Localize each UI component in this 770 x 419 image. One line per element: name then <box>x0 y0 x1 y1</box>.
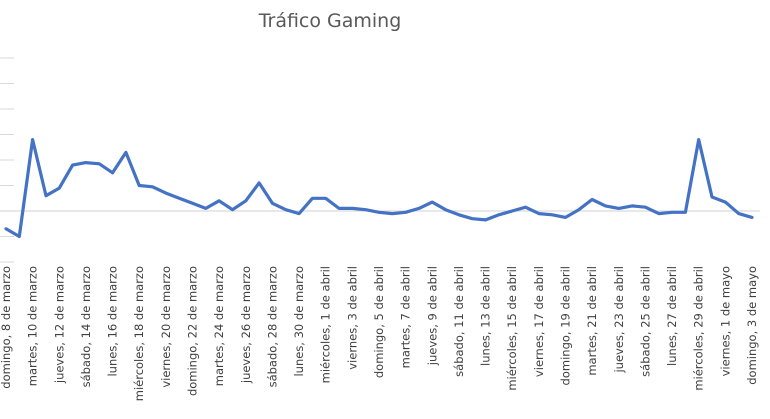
x-tick-label: martes, 7 de abril <box>399 266 413 368</box>
x-tick-label: miércoles, 15 de abril <box>505 266 519 391</box>
x-axis-tick-labels: domingo, 8 de marzo martes, 10 de marzo ju… <box>0 266 759 401</box>
x-tick-label: miércoles, 1 de abril <box>319 266 333 383</box>
chart-title: Tráfico Gaming <box>258 10 402 32</box>
x-tick-label: domingo, 3 de mayo <box>745 266 759 385</box>
x-tick-label: lunes, 27 de abril <box>665 266 679 366</box>
series-line <box>4 138 754 239</box>
x-tick-label: viernes, 20 de marzo <box>159 266 173 388</box>
x-tick-label: lunes, 30 de marzo <box>292 266 306 377</box>
x-tick-label: sábado, 11 de abril <box>452 266 466 377</box>
x-tick-label: martes, 10 de marzo <box>26 266 40 386</box>
series-line-group <box>4 138 754 239</box>
x-tick-label: martes, 21 de abril <box>585 266 599 376</box>
x-tick-label: jueves, 12 de marzo <box>52 266 66 384</box>
x-tick-label: miércoles, 29 de abril <box>692 266 706 391</box>
x-tick-label: lunes, 16 de marzo <box>106 266 120 377</box>
x-tick-label: domingo, 5 de abril <box>372 266 386 378</box>
x-tick-label: miércoles, 18 de marzo <box>132 266 146 401</box>
x-tick-label: domingo, 19 de abril <box>559 266 573 385</box>
x-tick-label: sábado, 25 de abril <box>638 266 652 377</box>
x-tick-label: viernes, 1 de mayo <box>718 266 732 376</box>
x-tick-label: viernes, 17 de abril <box>532 266 546 377</box>
x-tick-label: jueves, 9 de abril <box>425 266 439 366</box>
x-tick-label: viernes, 3 de abril <box>345 266 359 370</box>
x-tick-label: domingo, 8 de marzo <box>0 266 13 389</box>
x-tick-label: domingo, 22 de marzo <box>186 266 200 396</box>
x-tick-label: jueves, 23 de abril <box>612 266 626 374</box>
x-tick-label: martes, 24 de marzo <box>212 266 226 386</box>
x-tick-label: jueves, 26 de marzo <box>239 266 253 384</box>
gridlines <box>0 57 760 263</box>
x-tick-label: sábado, 28 de marzo <box>265 266 279 387</box>
x-tick-label: lunes, 13 de abril <box>479 266 493 366</box>
x-tick-label: sábado, 14 de marzo <box>79 266 93 387</box>
